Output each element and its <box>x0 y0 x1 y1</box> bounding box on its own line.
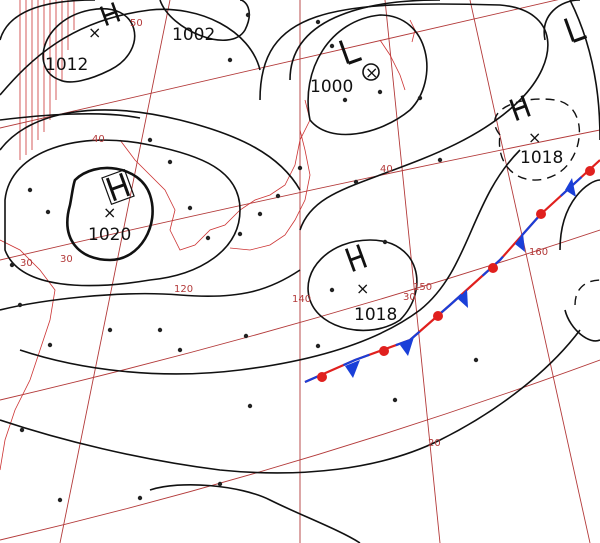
svg-text:×: × <box>365 63 378 82</box>
coastlines <box>0 19 416 471</box>
land-hatching <box>19 0 75 160</box>
high-northwest-symbol <box>101 168 135 206</box>
lon-label-150: 150 <box>413 282 432 293</box>
high-east-cross: × <box>528 128 541 147</box>
isobar-label-1000: 1000 <box>310 77 353 97</box>
low-north-center-marker <box>362 63 380 81</box>
pressure-centers: × × × × × <box>88 2 588 298</box>
station-plots <box>9 12 479 503</box>
lat-label-30: 30 <box>403 292 416 303</box>
lat-label-20: 20 <box>428 438 441 449</box>
isobar-label-1018-east: 1018 <box>520 148 563 168</box>
isobar-labels: 1012 1002 1000 1020 1018 1018 <box>45 25 563 325</box>
high-east-symbol <box>509 95 531 121</box>
lat-label-50: 50 <box>130 18 143 29</box>
stationary-front <box>304 159 600 384</box>
isobar-label-1018-south: 1018 <box>354 305 397 325</box>
isobar-label-1020: 1020 <box>88 225 131 245</box>
isobar-label-1002: 1002 <box>172 25 215 45</box>
low-northeast-symbol <box>563 18 588 43</box>
high-northwest-cross: × <box>103 203 116 222</box>
lat-label-40: 40 <box>380 164 393 175</box>
high-west-symbol <box>99 2 121 26</box>
high-south-symbol <box>344 244 368 272</box>
high-south-cross: × <box>356 279 369 298</box>
grid-labels: 40 30 30 20 50 40 140 150 160 120 30 <box>20 18 548 449</box>
lon-label-140: 140 <box>292 294 311 305</box>
isobar-label-1012: 1012 <box>45 55 88 75</box>
lat-label-30-left: 30 <box>20 258 33 269</box>
lon-label-160: 160 <box>529 247 548 258</box>
lon-label-120: 120 <box>174 284 193 295</box>
lat-label-40-left: 40 <box>92 134 105 145</box>
lat-label-30-mid: 30 <box>60 254 73 265</box>
high-west-cross: × <box>88 23 101 42</box>
low-north-symbol <box>338 40 363 65</box>
